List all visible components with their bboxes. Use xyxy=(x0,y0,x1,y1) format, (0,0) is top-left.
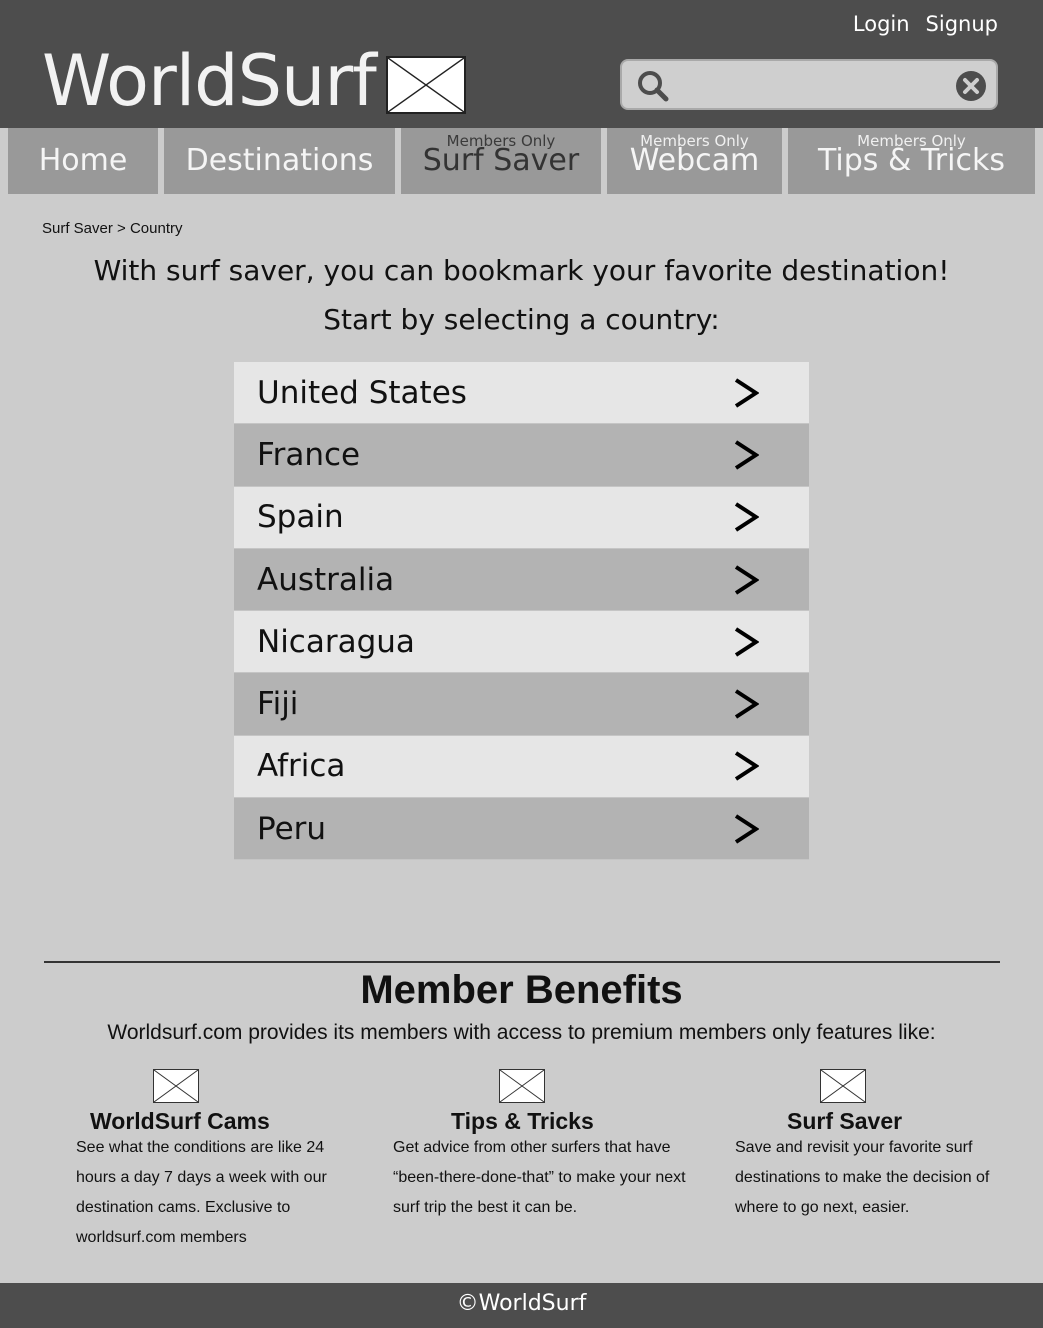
tab-sublabel: Members Only xyxy=(446,132,556,150)
image-placeholder-icon xyxy=(820,1069,866,1103)
country-item-spain[interactable]: Spain xyxy=(234,486,809,549)
clear-search-icon[interactable] xyxy=(955,70,987,102)
chevron-right-icon xyxy=(734,377,759,408)
tab-label: Surf Saver xyxy=(422,143,580,178)
country-name: Spain xyxy=(257,499,344,536)
country-item-australia[interactable]: Australia xyxy=(234,548,809,612)
country-name: Nicaragua xyxy=(257,623,415,660)
breadcrumb[interactable]: Surf Saver > Country xyxy=(42,220,183,237)
site-logo-text[interactable]: WorldSurf xyxy=(42,40,377,122)
tab-label: Tips & Tricks xyxy=(818,143,1005,178)
tab-tips-tricks[interactable]: Members Only Tips & Tricks xyxy=(788,128,1035,194)
search-input[interactable] xyxy=(674,69,944,101)
intro-heading: With surf saver, you can bookmark your f… xyxy=(93,254,950,287)
image-placeholder-icon xyxy=(153,1069,199,1103)
country-name: Africa xyxy=(257,748,346,785)
country-item-united-states[interactable]: United States xyxy=(234,362,809,425)
country-name: France xyxy=(257,436,361,473)
benefit-description: Get advice from other surfers that have … xyxy=(393,1139,686,1216)
chevron-right-icon xyxy=(734,814,759,844)
country-name: Peru xyxy=(257,810,327,847)
country-item-france[interactable]: France xyxy=(234,424,809,487)
country-item-fiji[interactable]: Fiji xyxy=(234,673,809,736)
tab-label: Destinations xyxy=(185,143,374,178)
chevron-right-icon xyxy=(734,627,759,657)
tab-home[interactable]: Home xyxy=(8,128,158,194)
login-link[interactable]: Login xyxy=(852,12,910,36)
tab-webcam[interactable]: Members Only Webcam xyxy=(607,128,782,194)
tab-sublabel: Members Only xyxy=(857,132,966,150)
benefits-title: Member Benefits xyxy=(360,968,683,1012)
tab-label: Home xyxy=(38,143,128,178)
tab-label: Webcam xyxy=(629,143,760,178)
chevron-right-icon xyxy=(734,502,759,532)
site-footer: ©WorldSurf xyxy=(0,1283,1043,1328)
country-item-peru[interactable]: Peru xyxy=(234,798,809,861)
country-item-africa[interactable]: Africa xyxy=(234,735,809,799)
benefit-title: Surf Saver xyxy=(787,1108,903,1134)
search-bar xyxy=(620,59,998,110)
tab-sublabel: Members Only xyxy=(640,132,749,150)
tab-destinations[interactable]: Destinations xyxy=(164,128,395,194)
chevron-right-icon xyxy=(734,751,759,782)
country-name: United States xyxy=(257,374,467,411)
logo-image-placeholder-icon xyxy=(386,56,466,114)
auth-links: Login Signup xyxy=(853,12,998,36)
country-list: United States France Spain Australia Nic… xyxy=(234,362,809,861)
benefits-subtitle: Worldsurf.com provides its members with … xyxy=(107,1021,936,1044)
section-divider xyxy=(44,961,1000,963)
chevron-right-icon xyxy=(734,440,759,470)
intro-instruction: Start by selecting a country: xyxy=(323,303,720,336)
country-name: Australia xyxy=(257,561,395,598)
site-header: Login Signup WorldSurf xyxy=(0,0,1043,128)
benefit-description: See what the conditions are like 24 hour… xyxy=(76,1139,327,1246)
signup-link[interactable]: Signup xyxy=(925,12,998,36)
benefit-title: Tips & Tricks xyxy=(451,1108,594,1134)
image-placeholder-icon xyxy=(499,1069,545,1103)
search-icon[interactable] xyxy=(636,70,670,102)
benefit-description: Save and revisit your favorite surf dest… xyxy=(735,1139,990,1216)
benefit-title: WorldSurf Cams xyxy=(90,1108,270,1134)
chevron-right-icon xyxy=(734,564,759,595)
country-name: Fiji xyxy=(257,686,299,723)
country-item-nicaragua[interactable]: Nicaragua xyxy=(234,611,809,674)
tab-surf-saver[interactable]: Members Only Surf Saver xyxy=(401,128,601,194)
chevron-right-icon xyxy=(734,689,759,719)
